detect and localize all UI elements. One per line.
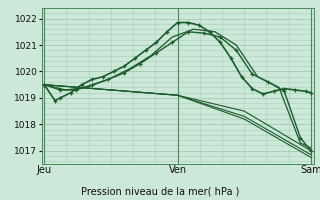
Text: Pression niveau de la mer( hPa ): Pression niveau de la mer( hPa ) <box>81 186 239 196</box>
